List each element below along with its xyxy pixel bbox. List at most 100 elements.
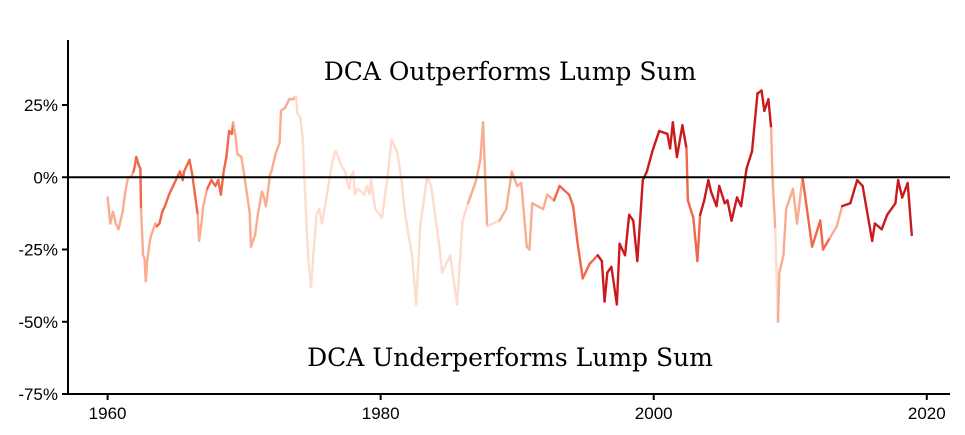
series-segment bbox=[429, 184, 441, 248]
series-segment bbox=[425, 176, 433, 188]
series-segment bbox=[399, 176, 407, 217]
annotation-underperforms: DCA Underperforms Lump Sum bbox=[307, 343, 713, 372]
series-segment bbox=[188, 158, 194, 176]
series-segment bbox=[581, 262, 591, 280]
series-segment bbox=[234, 138, 239, 156]
annotation-outperforms: DCA Outperforms Lump Sum bbox=[324, 57, 697, 86]
series-segment bbox=[880, 213, 889, 231]
series-segment bbox=[546, 193, 556, 202]
series-segment bbox=[571, 204, 579, 243]
series-segment bbox=[675, 124, 684, 159]
series-segment bbox=[242, 173, 251, 214]
series-segment bbox=[861, 184, 874, 243]
series-segment bbox=[312, 213, 318, 251]
series-segment bbox=[219, 170, 225, 196]
series-segment bbox=[698, 199, 706, 217]
y-tick-label: -25% bbox=[18, 241, 58, 260]
series-segment bbox=[821, 236, 832, 251]
x-tick-label: 2000 bbox=[635, 404, 673, 423]
series-segment bbox=[256, 190, 264, 217]
series-segment bbox=[510, 170, 519, 188]
series-segment bbox=[324, 173, 332, 202]
series-segment bbox=[520, 181, 528, 248]
series-segment bbox=[111, 210, 117, 225]
series-segment bbox=[753, 92, 759, 124]
series-segment bbox=[461, 202, 470, 222]
series-segment bbox=[739, 167, 748, 208]
series-segment bbox=[870, 222, 877, 243]
series-segment bbox=[380, 176, 389, 219]
series-segment bbox=[771, 176, 777, 231]
series-segment bbox=[201, 187, 209, 208]
series-segment bbox=[369, 178, 377, 211]
series-segment bbox=[776, 271, 781, 323]
series-segment bbox=[181, 170, 186, 182]
series-segment bbox=[449, 254, 459, 306]
series-segment bbox=[139, 167, 143, 211]
y-tick-label: 25% bbox=[24, 96, 58, 115]
series-segment bbox=[750, 121, 756, 153]
series-segment bbox=[686, 199, 695, 219]
series-segment bbox=[782, 207, 788, 257]
series-segment bbox=[894, 178, 900, 205]
series-segment bbox=[232, 121, 238, 141]
series-segment bbox=[124, 176, 130, 193]
series-segment bbox=[791, 187, 799, 225]
series-segment bbox=[193, 193, 199, 217]
series-segment bbox=[298, 115, 305, 141]
series-segment bbox=[283, 98, 291, 110]
series-segment bbox=[158, 210, 164, 225]
series-segment bbox=[278, 109, 283, 144]
series-segment bbox=[651, 129, 661, 153]
x-tick-label: 2020 bbox=[908, 404, 946, 423]
series-segment bbox=[343, 170, 348, 182]
y-tick-label: -75% bbox=[18, 385, 58, 404]
series-segment bbox=[135, 155, 141, 167]
series-segment bbox=[685, 147, 690, 202]
series-segment bbox=[855, 178, 864, 188]
series-segment bbox=[414, 225, 422, 306]
series-segment bbox=[455, 219, 464, 306]
series-segment bbox=[438, 245, 444, 274]
series-segment bbox=[576, 239, 584, 280]
series-segment bbox=[163, 193, 171, 208]
series-segment bbox=[303, 173, 309, 234]
series-segment bbox=[270, 152, 277, 173]
series-segment bbox=[531, 202, 545, 211]
series-segment bbox=[636, 178, 645, 263]
series-segment bbox=[645, 150, 654, 173]
series-segment bbox=[769, 126, 774, 179]
series-segment bbox=[810, 219, 822, 248]
series-segment bbox=[760, 89, 766, 113]
series-segment bbox=[309, 248, 315, 289]
series-segment bbox=[167, 184, 175, 196]
series-segment bbox=[404, 213, 414, 257]
series-segment bbox=[225, 129, 231, 159]
series-segment bbox=[440, 254, 452, 274]
series-segment bbox=[200, 204, 205, 222]
series-segment bbox=[801, 176, 814, 248]
series-segment bbox=[849, 178, 859, 205]
series-segment bbox=[264, 173, 272, 208]
series-segment bbox=[623, 213, 631, 257]
series-segment bbox=[248, 210, 253, 248]
series-segment bbox=[328, 158, 335, 176]
series-segment bbox=[726, 199, 733, 222]
series-segment bbox=[106, 196, 112, 225]
series-segment bbox=[491, 219, 501, 225]
series-segment bbox=[222, 155, 228, 173]
series-segment bbox=[657, 129, 669, 136]
series-segment bbox=[558, 184, 571, 196]
y-tick-label: -50% bbox=[18, 313, 58, 332]
series-segment bbox=[835, 204, 844, 228]
series-segment bbox=[873, 222, 883, 231]
series-segment bbox=[373, 207, 384, 219]
series-segment bbox=[767, 98, 773, 130]
series-segment bbox=[419, 176, 429, 228]
x-tick-label: 1960 bbox=[89, 404, 127, 423]
series-segment bbox=[828, 225, 838, 240]
series-segment bbox=[466, 178, 478, 205]
series-segment bbox=[840, 202, 852, 208]
series-segment bbox=[718, 184, 726, 205]
